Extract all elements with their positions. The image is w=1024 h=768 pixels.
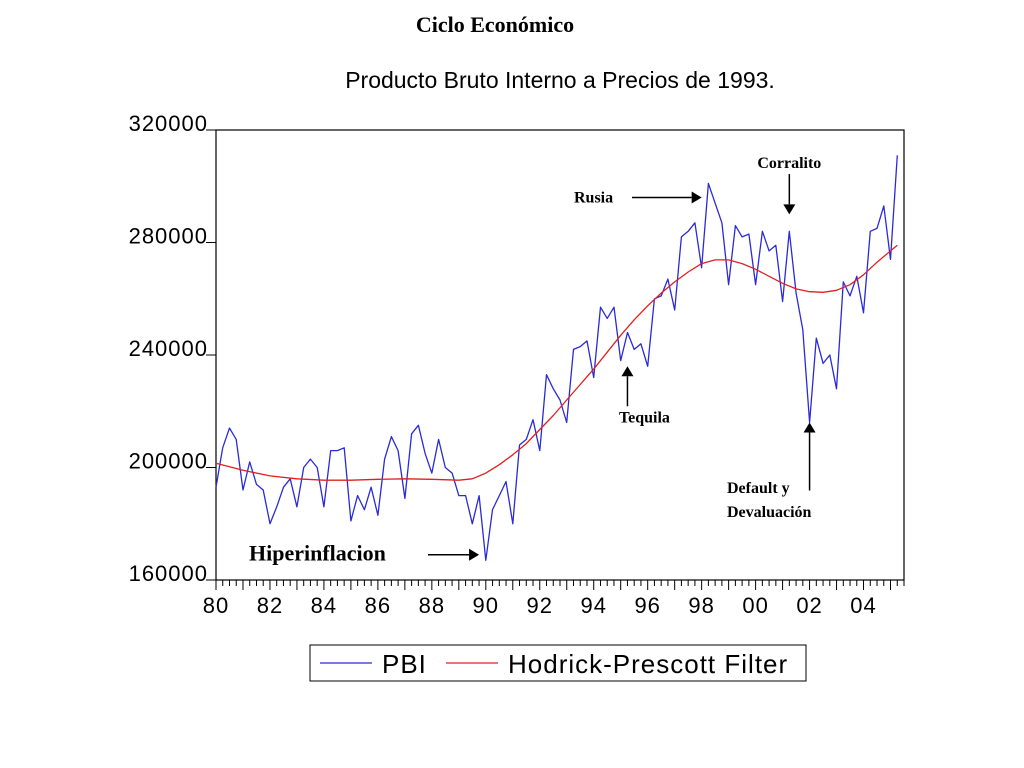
annotation-hiperinflacion: Hiperinflacion (249, 541, 386, 566)
annotation-tequila: Tequila (619, 409, 670, 426)
chart-title: Producto Bruto Interno a Precios de 1993… (345, 67, 775, 93)
annotation-arrowhead (691, 191, 702, 204)
annotation-arrowhead (783, 204, 796, 215)
annotation-corralito: Corralito (757, 155, 821, 172)
plot-area: 160000 200000 240000 280000 320000 80 82 84 86 88… (129, 111, 905, 682)
x-tick-label: 92 (527, 593, 553, 618)
x-tick-label: 84 (311, 593, 337, 618)
annotation-arrowhead (469, 548, 480, 561)
x-tick-label: 80 (203, 593, 229, 618)
x-tick-label: 88 (419, 593, 445, 618)
y-tick-label: 320000 (129, 111, 208, 136)
annotation-default: Default y (727, 480, 790, 497)
x-tick-label: 90 (473, 593, 499, 618)
annotation-arrowhead (803, 422, 816, 433)
annotation-devaluacion: Devaluación (727, 504, 812, 521)
annotation-arrowhead (621, 366, 634, 377)
y-tick-label: 200000 (129, 449, 208, 474)
legend-box (309, 644, 807, 682)
x-tick-label: 98 (688, 593, 714, 618)
x-tick-label: 96 (634, 593, 660, 618)
y-tick-label: 280000 (129, 224, 208, 249)
page-title: Ciclo Económico (415, 12, 575, 37)
x-tick-label: 82 (257, 593, 283, 618)
legend-label-hp: Hodrick-Prescott Filter (508, 649, 788, 679)
y-tick-label: 160000 (129, 561, 208, 586)
x-tick-label: 02 (796, 593, 822, 618)
x-tick-label: 00 (742, 593, 768, 618)
x-tick-label: 86 (365, 593, 391, 618)
annotation-rusia: Rusia (574, 190, 613, 207)
x-tick-label: 94 (580, 593, 606, 618)
series-line-pbi (215, 155, 898, 561)
legend-label-pbi: PBI (382, 649, 427, 679)
series-line-hodrick-prescott (215, 244, 898, 481)
y-tick-label: 240000 (129, 336, 208, 361)
x-tick-label: 04 (850, 593, 876, 618)
